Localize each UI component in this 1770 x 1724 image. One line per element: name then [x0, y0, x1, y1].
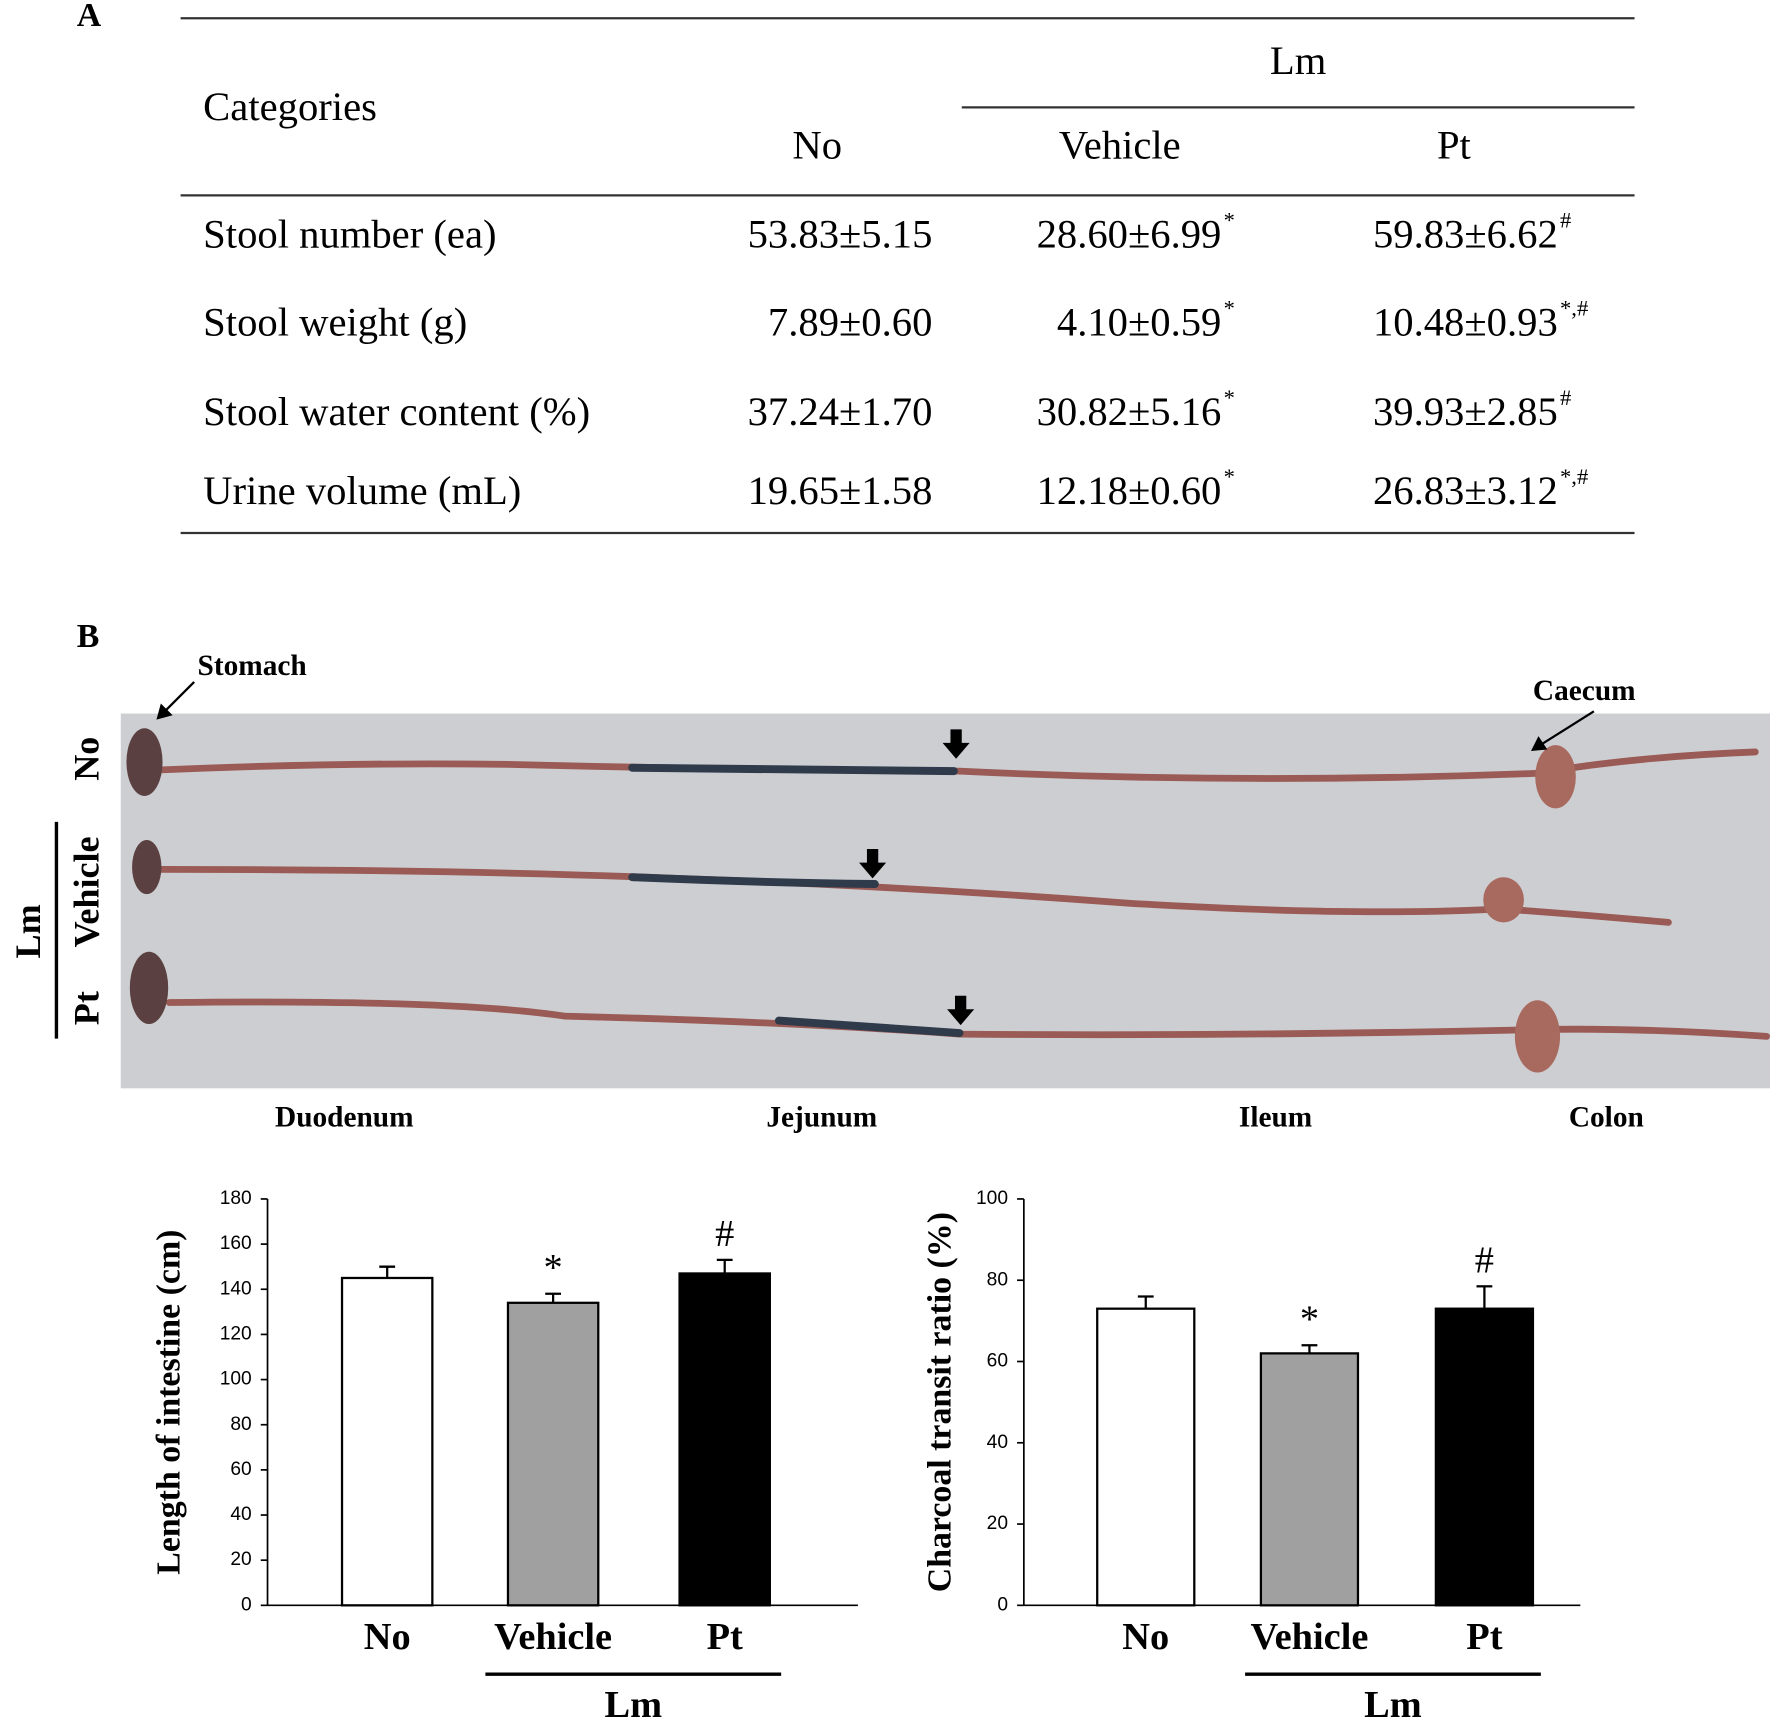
cell-superscript: # [1560, 385, 1571, 410]
cell-value: 26.83±3.12 [1373, 468, 1558, 513]
arrow [947, 995, 975, 1026]
row-group-label: Lm [8, 904, 48, 958]
cell-value: 53.83±5.15 [748, 212, 933, 257]
row-label: No [67, 737, 107, 781]
arrow [942, 729, 970, 759]
y-tick-label: 120 [220, 1323, 252, 1344]
table-group: Lm [1270, 38, 1326, 83]
bar [678, 1272, 771, 1607]
bar [506, 1301, 600, 1607]
segment-label: Jejunum [766, 1102, 877, 1134]
cell-value: 12.18±0.60 [1037, 468, 1222, 513]
group-label: Lm [604, 1684, 662, 1724]
y-tick-label: 40 [230, 1504, 251, 1525]
row-label: Pt [67, 991, 107, 1025]
row-label: Stool water content (%) [203, 389, 590, 434]
x-tick-label: Vehicle [494, 1616, 612, 1658]
significance-mark: * [1300, 1298, 1319, 1340]
charcoal [628, 873, 879, 888]
segment-label: Colon [1569, 1102, 1644, 1134]
cell-superscript: * [1224, 385, 1235, 410]
charcoal [628, 763, 958, 776]
y-tick-label: 100 [976, 1188, 1008, 1209]
x-tick-label: No [1122, 1616, 1169, 1658]
cell-value: 59.83±6.62 [1373, 212, 1558, 257]
column-header: Pt [1437, 122, 1472, 167]
column-header: No [792, 122, 842, 167]
segment-label: Ileum [1239, 1102, 1312, 1134]
charcoal [774, 1016, 964, 1037]
stomach [132, 839, 162, 895]
cell-value: 28.60±6.99 [1037, 212, 1222, 257]
stomach [129, 951, 169, 1024]
y-tick-label: 20 [230, 1549, 251, 1570]
x-tick-label: Pt [1466, 1616, 1502, 1658]
y-tick-label: 0 [997, 1594, 1008, 1615]
y-tick-label: 160 [220, 1233, 252, 1254]
caecum [1514, 1000, 1561, 1073]
y-tick-label: 140 [220, 1278, 252, 1299]
significance-mark: # [715, 1213, 734, 1255]
x-tick-label: No [364, 1616, 411, 1658]
row-label: Stool number (ea) [203, 212, 496, 257]
group-label: Lm [1364, 1684, 1422, 1724]
x-tick-label: Vehicle [1250, 1616, 1368, 1658]
charcoal [628, 763, 964, 1037]
y-tick-label: 40 [987, 1432, 1008, 1453]
cell-value: 4.10±0.59 [1057, 300, 1221, 345]
callout-label: Stomach [198, 650, 307, 682]
arrows [859, 729, 975, 1026]
y-tick-label: 100 [220, 1369, 252, 1390]
cell-value: 39.93±2.85 [1373, 389, 1558, 434]
callout-label: Caecum [1533, 675, 1636, 707]
bar [1096, 1307, 1196, 1607]
caecum [1535, 745, 1576, 809]
bar [340, 1276, 434, 1607]
cell-superscript: # [1560, 208, 1571, 233]
y-axis-label: Charcoal transit ratio (%) [921, 1212, 958, 1592]
y-tick-label: 180 [220, 1188, 252, 1209]
y-tick-label: 60 [987, 1351, 1008, 1372]
row-label: Urine volume (mL) [203, 468, 521, 513]
arrowhead [156, 703, 173, 720]
significance-mark: * [544, 1247, 563, 1289]
cell-superscript: * [1224, 208, 1235, 233]
column-header: Vehicle [1059, 122, 1181, 167]
cell-value: 30.82±5.16 [1037, 389, 1222, 434]
significance-mark: # [1475, 1240, 1494, 1282]
y-tick-label: 80 [987, 1269, 1008, 1290]
stomach [126, 728, 163, 796]
y-tick-label: 0 [241, 1594, 252, 1615]
bar [1259, 1352, 1360, 1607]
bar [1434, 1307, 1535, 1607]
table-header: Categories [203, 84, 377, 129]
y-tick-label: 20 [987, 1513, 1008, 1534]
table-rules [180, 17, 1635, 535]
cell-superscript: *,# [1560, 464, 1588, 489]
y-axis-label: Length of intestine (cm) [150, 1230, 187, 1575]
arrow [859, 849, 887, 879]
panel-letter: A [77, 0, 102, 34]
organs [126, 728, 1576, 1073]
row-label: Vehicle [67, 836, 107, 947]
cell-superscript: * [1224, 296, 1235, 321]
cell-value: 7.89±0.60 [768, 300, 932, 345]
cell-superscript: *,# [1560, 296, 1588, 321]
arrowhead [1531, 736, 1548, 751]
cell-value: 19.65±1.58 [748, 468, 933, 513]
y-tick-label: 60 [230, 1459, 251, 1480]
x-tick-label: Pt [707, 1616, 743, 1658]
cell-superscript: * [1224, 464, 1235, 489]
panel-letter: B [77, 618, 100, 655]
cell-value: 37.24±1.70 [748, 389, 933, 434]
y-tick-label: 80 [230, 1414, 251, 1435]
row-label: Stool weight (g) [203, 300, 467, 345]
segment-label: Duodenum [275, 1102, 414, 1134]
cell-value: 10.48±0.93 [1373, 300, 1558, 345]
callout-lines [156, 681, 1595, 751]
intestine-photo [120, 681, 1770, 1089]
caecum [1483, 877, 1524, 923]
